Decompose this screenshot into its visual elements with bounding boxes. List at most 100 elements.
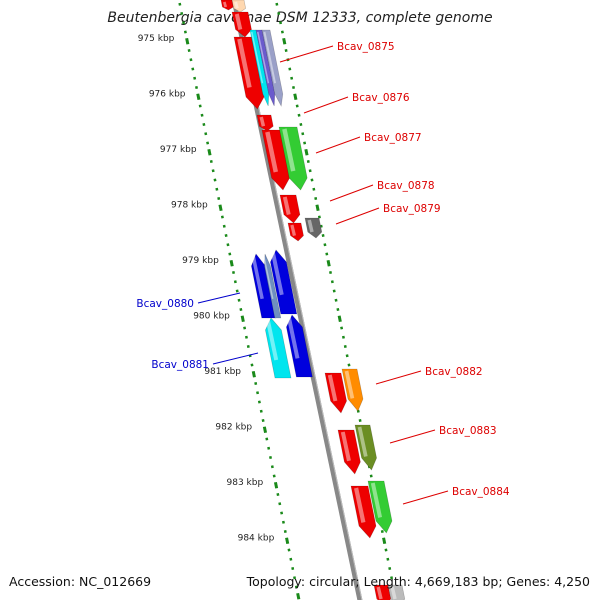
- inner-scale-tick: [280, 30, 284, 34]
- gene-bcav-0879[interactable]: [304, 217, 323, 239]
- inner-scale-tick: [382, 537, 387, 545]
- gene-label-forward[interactable]: Bcav_0883: [439, 425, 497, 437]
- gene-bcav-0884-red-shine: [354, 487, 366, 523]
- genome-summary-text: Topology: circular; Length: 4,669,183 bp…: [246, 574, 590, 589]
- gene-label-forward[interactable]: Bcav_0877: [364, 132, 422, 144]
- inner-scale-tick: [347, 363, 351, 367]
- outer-scale-tick: [278, 502, 282, 506]
- outer-scale-tick: [261, 419, 265, 422]
- inner-scale-tick: [279, 21, 283, 25]
- outer-scale-tick: [244, 335, 248, 339]
- gene-bcav-0880[interactable]: [251, 253, 277, 319]
- gene-bcav-0875-red-body: [233, 36, 265, 110]
- inner-scale-tick: [343, 345, 347, 348]
- gene-bcav-0877[interactable]: [278, 126, 308, 191]
- gene-bcav-0884-red[interactable]: [350, 485, 377, 539]
- outer-scale-tick: [240, 315, 245, 323]
- inner-scale-tick: [308, 169, 312, 173]
- outer-scale-tick: [287, 548, 291, 552]
- outer-scale-tick: [280, 511, 284, 515]
- gene-bcav-0876-red-2-shine: [265, 131, 279, 173]
- inner-scale-tick: [323, 243, 327, 247]
- gene-bcav-0877-body: [278, 126, 308, 191]
- gene-bcav-0876-red[interactable]: [256, 114, 274, 132]
- gene-bcav-0875-red-shine: [237, 38, 252, 88]
- outer-scale-tick: [204, 132, 208, 136]
- outer-scale-tick: [251, 370, 256, 378]
- inner-scale-tick: [290, 76, 294, 80]
- gene-bcav-0883-body: [354, 424, 377, 471]
- outer-scale-tick: [243, 326, 247, 330]
- outer-scale-tick: [262, 426, 268, 434]
- gene-bcav-0880-b[interactable]: [270, 249, 298, 315]
- gene-label-forward[interactable]: Bcav_0878: [377, 180, 435, 192]
- gene-bcav-0882[interactable]: [341, 368, 364, 412]
- gene-bcav-0880-stripe[interactable]: [263, 253, 282, 319]
- outer-scale-tick: [185, 37, 190, 45]
- feature-bottom-grey-body: [387, 584, 406, 600]
- gene-label-forward[interactable]: Bcav_0882: [425, 366, 483, 378]
- gene-bcav-0882-red-body: [324, 372, 347, 414]
- outer-scale-tick: [257, 400, 261, 404]
- gene-bcav-0884[interactable]: [367, 480, 393, 534]
- feature-top-red[interactable]: [220, 0, 234, 11]
- inner-scale-tick: [314, 197, 318, 200]
- inner-scale-tick: [297, 113, 301, 117]
- feature-bottom-grey[interactable]: [387, 584, 406, 600]
- gene-bcav-0881-shine: [265, 319, 279, 361]
- gene-bcav-0875-red[interactable]: [233, 36, 265, 110]
- gene-bcav-0884-shine: [370, 482, 383, 518]
- outer-scale-tick: [294, 585, 298, 589]
- outer-scale-tick: [285, 537, 290, 545]
- gene-bcav-0875-lilac[interactable]: [261, 29, 284, 107]
- outer-scale-tick: [191, 67, 195, 71]
- gene-label-forward[interactable]: Bcav_0884: [452, 486, 510, 498]
- gene-label-reverse[interactable]: Bcav_0881: [151, 359, 209, 371]
- feature-bottom-red[interactable]: [373, 584, 392, 600]
- outer-scale-tick: [224, 234, 228, 237]
- feature-top-peach-body: [231, 0, 247, 13]
- gene-bcav-0881-b[interactable]: [286, 314, 313, 378]
- gene-bcav-0883-red[interactable]: [337, 429, 361, 475]
- scale-label: 978 kbp: [171, 201, 208, 211]
- outer-scale-tick: [183, 30, 187, 34]
- gene-bcav-0879-red[interactable]: [287, 222, 304, 242]
- gene-bcav-0876-red-shine: [259, 116, 266, 127]
- gene-bcav-0883[interactable]: [354, 424, 377, 471]
- outer-scale-tick: [195, 86, 198, 89]
- gene-bcav-0875-purple[interactable]: [255, 29, 276, 107]
- inner-scale-tick: [310, 178, 314, 182]
- accession-text: Accession: NC_012669: [9, 574, 151, 589]
- feature-top-red-2[interactable]: [231, 11, 252, 38]
- gene-label-forward[interactable]: Bcav_0876: [352, 92, 410, 104]
- inner-scale-tick: [369, 474, 373, 478]
- gene-label-forward[interactable]: Bcav_0875: [337, 41, 395, 53]
- outer-scale-tick: [265, 437, 269, 441]
- gene-bcav-0875-cyan[interactable]: [249, 29, 270, 107]
- outer-scale-tick: [198, 104, 202, 108]
- inner-scale-tick: [317, 215, 321, 219]
- gene-label-reverse[interactable]: Bcav_0880: [136, 298, 194, 310]
- outer-scale-tick: [276, 493, 280, 496]
- gene-label-forward[interactable]: Bcav_0879: [383, 203, 441, 215]
- gene-label-leader: [329, 184, 374, 202]
- gene-label-leader: [402, 490, 449, 505]
- inner-scale-tick: [358, 419, 362, 422]
- scale-label: 982 kbp: [215, 423, 252, 433]
- outer-scale-tick: [246, 345, 250, 348]
- feature-top-peach[interactable]: [231, 0, 247, 13]
- inner-scale-tick: [386, 557, 390, 561]
- gene-label-leader: [389, 429, 436, 444]
- outer-scale-tick: [272, 474, 276, 478]
- gene-bcav-0882-red[interactable]: [324, 372, 347, 414]
- gene-bcav-0875-lilac-shine: [263, 31, 277, 84]
- inner-scale-tick: [275, 2, 279, 6]
- inner-scale-tick: [337, 315, 342, 323]
- gene-bcav-0878[interactable]: [279, 194, 301, 224]
- gene-bcav-0880-b-body: [270, 249, 298, 315]
- feature-top-red-2-body: [231, 11, 252, 38]
- feature-bottom-grey-shine: [390, 586, 397, 600]
- gene-bcav-0881[interactable]: [265, 317, 292, 379]
- inner-scale-tick: [321, 234, 325, 237]
- feature-bottom-red-body: [373, 584, 392, 600]
